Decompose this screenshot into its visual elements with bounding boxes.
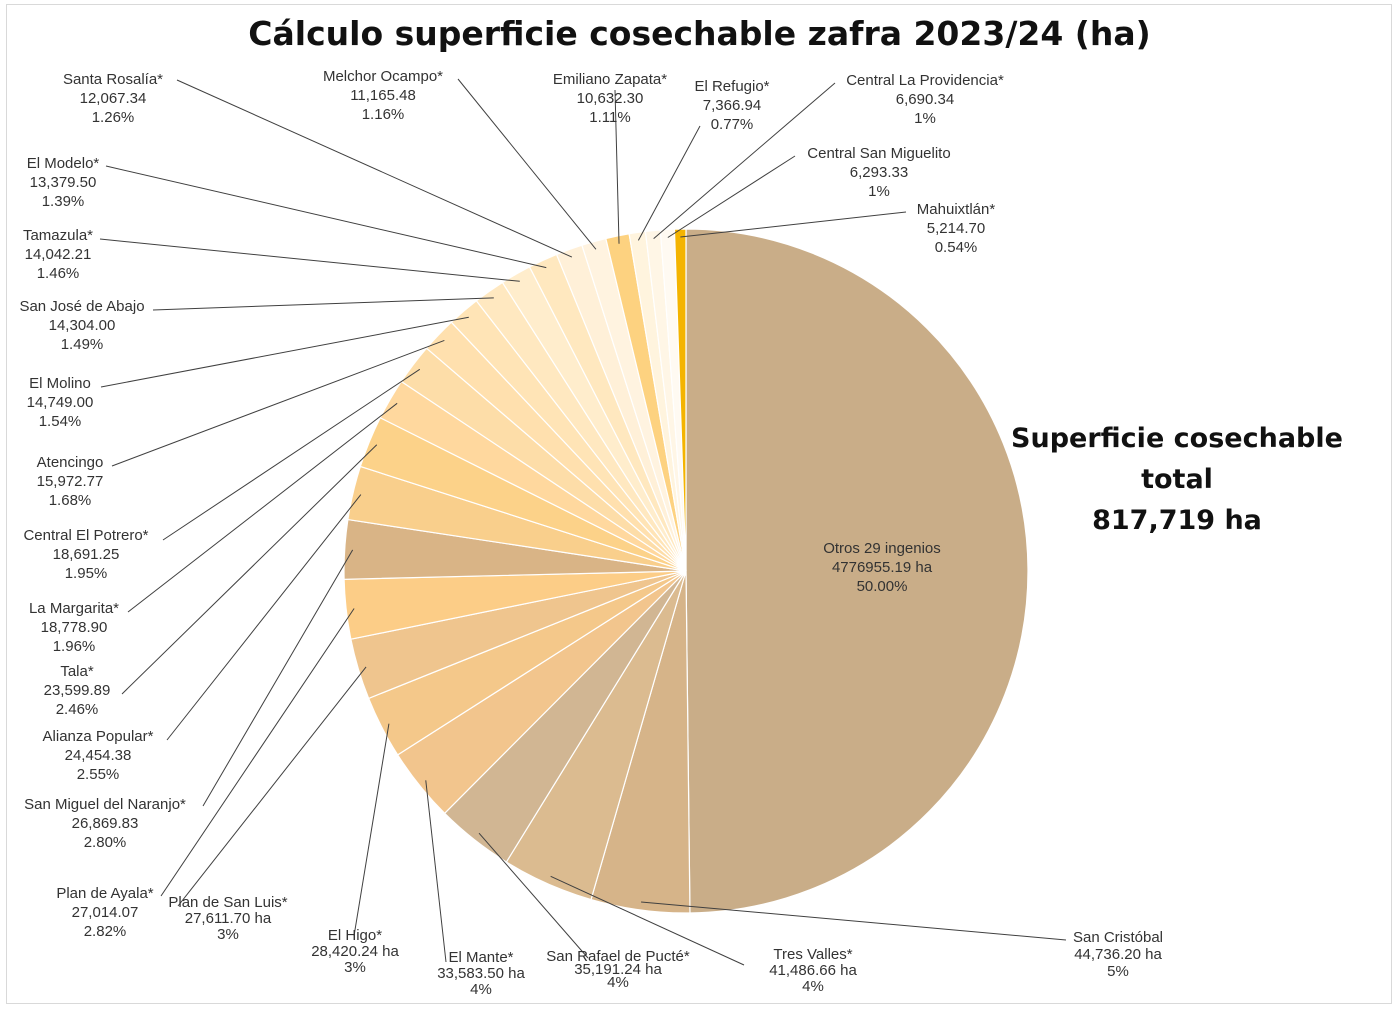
leader-line-plan-de-san-luis — [177, 666, 367, 907]
leader-line-melchor-ocampo — [457, 78, 597, 250]
slice-label-el-molino: El Molino 14,749.00 1.54% — [27, 375, 94, 430]
leader-line-el-mante — [425, 780, 447, 963]
leader-line-san-cristobal — [641, 901, 1067, 941]
slice-label-san-cristobal: San Cristóbal 44,736.20 ha 5% — [1073, 929, 1163, 980]
slice-labels: Otros 29 ingenios 4776955.19 ha 50.00% San … — [19, 68, 1163, 998]
slice-label-san-miguel-del-naranjo: San Miguel del Naranjo* 26,869.83 2.80% — [24, 796, 186, 851]
leader-line-el-modelo — [105, 165, 547, 269]
slice-label-emiliano-zapata: Emiliano Zapata* 10,632.30 1.11% — [553, 71, 667, 126]
slice-label-atencingo: Atencingo 15,972.77 1.68% — [37, 454, 104, 509]
leader-line-la-margarita — [127, 402, 398, 613]
slice-label-alianza-popular: Alianza Popular* 24,454.38 2.55% — [43, 728, 154, 783]
leader-lines — [99, 78, 1067, 966]
slice-label-central-la-providencia: Central La Providencia* 6,690.34 1% — [846, 72, 1004, 127]
leader-line-tala — [121, 444, 378, 695]
total-annotation-line1: Superficie cosechable — [1011, 423, 1343, 454]
leader-line-atencingo — [111, 339, 445, 467]
leader-line-central-la-providencia — [653, 82, 836, 239]
pie-slice-otros-29-ingenios — [685, 228, 1029, 914]
slice-label-central-el-potrero: Central El Potrero* 18,691.25 1.95% — [23, 527, 148, 582]
leader-line-tres-valles — [550, 875, 745, 966]
slice-label-central-san-miguelito: Central San Miguelito 6,293.33 1% — [807, 145, 950, 200]
chart-title: Cálculo superficie cosechable zafra 2023… — [248, 14, 1151, 53]
leader-line-central-san-miguelito — [667, 155, 796, 238]
leader-line-el-molino — [100, 316, 469, 388]
leader-line-emiliano-zapata — [614, 89, 620, 244]
slice-label-el-mante: El Mante* 33,583.50 ha 4% — [437, 949, 525, 998]
slice-label-plan-de-san-luis: Plan de San Luis* 27,611.70 ha 3% — [168, 894, 287, 943]
slice-label-tamazula: Tamazula* 14,042.21 1.46% — [23, 227, 93, 282]
leader-line-mahuixtlan — [680, 211, 907, 238]
slice-label-el-higo: El Higo* 28,420.24 ha 3% — [311, 927, 399, 976]
slice-label-san-jose-de-abajo: San José de Abajo 14,304.00 1.49% — [19, 298, 144, 353]
leader-line-el-higo — [353, 723, 390, 937]
leader-line-plan-de-ayala — [160, 608, 355, 897]
slice-label-tala: Tala* 23,599.89 2.46% — [44, 663, 111, 718]
slice-label-mahuixtlan: Mahuixtlán* 5,214.70 0.54% — [917, 201, 996, 256]
leader-line-el-refugio — [637, 125, 701, 241]
slice-label-tres-valles: Tres Valles* 41,486.66 ha 4% — [769, 946, 857, 995]
slice-label-otros-29-ingenios: Otros 29 ingenios 4776955.19 ha 50.00% — [823, 540, 941, 595]
leader-line-san-jose-de-abajo — [152, 297, 494, 311]
total-annotation-line3: 817,719 ha — [1092, 505, 1262, 536]
slice-label-santa-rosalia: Santa Rosalía* 12,067.34 1.26% — [63, 71, 163, 126]
chart-frame — [6, 4, 1392, 1004]
leader-line-santa-rosalia — [176, 79, 573, 258]
slice-label-el-refugio: El Refugio* 7,366.94 0.77% — [694, 78, 769, 133]
leader-line-san-miguel-del-naranjo — [202, 549, 354, 807]
slice-label-el-modelo: El Modelo* 13,379.50 1.39% — [27, 155, 100, 210]
slice-label-plan-de-ayala: Plan de Ayala* 27,014.07 2.82% — [56, 885, 153, 940]
total-annotation-line2: total — [1141, 464, 1213, 495]
leader-line-san-rafael-de-pucte — [478, 832, 589, 959]
slice-label-la-margarita: La Margarita* 18,778.90 1.96% — [29, 600, 119, 655]
pie-slices — [343, 228, 1029, 914]
leader-line-central-el-potrero — [162, 368, 421, 541]
slice-label-melchor-ocampo: Melchor Ocampo* 11,165.48 1.16% — [323, 68, 443, 123]
leader-line-alianza-popular — [166, 494, 362, 741]
total-annotation: Superficie cosechable total 817,719 ha — [992, 418, 1362, 541]
leader-line-tamazula — [99, 238, 520, 282]
slice-label-san-rafael-de-pucte: San Rafael de Pucté* 35,191.24 ha 4% — [546, 948, 690, 991]
